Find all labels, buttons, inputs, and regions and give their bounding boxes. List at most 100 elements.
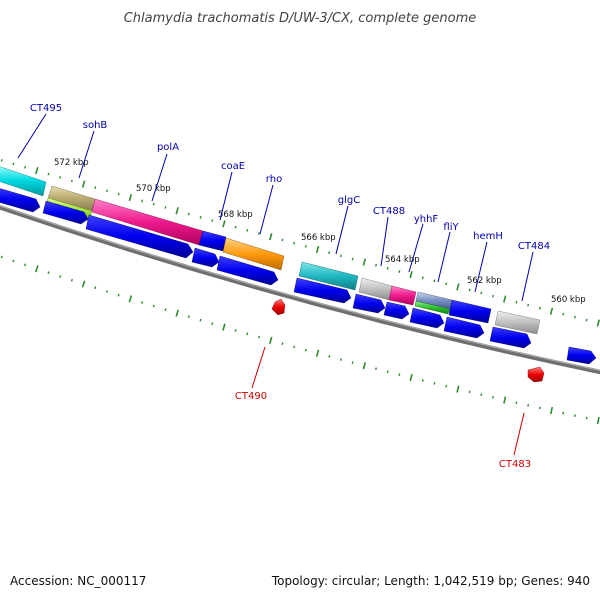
outer-scale-tick [293,345,296,349]
cds-arrow-1[interactable] [0,187,41,213]
gene-label-rho[interactable]: rho [266,174,282,185]
outer-scale-tick [117,293,120,297]
outer-scale-tick [492,396,494,399]
gene-label-glgc[interactable]: glgC [338,195,360,206]
scale-label-564-kbp: 564 kbp [385,255,420,265]
outer-scale-tick [164,308,167,312]
outer-scale-tick [269,336,273,345]
gene-pola-tail[interactable] [198,230,227,252]
gene-label-ct483[interactable]: CT483 [499,459,531,470]
inner-scale-tick [0,159,3,162]
outer-scale-tick [12,259,15,263]
inner-scale-tick [70,179,73,183]
scale-ticks-inner [0,159,600,327]
gene-label-ct484[interactable]: CT484 [518,241,550,252]
inner-scale-tick [409,270,413,279]
scale-label-566-kbp: 566 kbp [301,233,336,243]
outer-scale-tick [339,358,342,361]
inner-scale-tick [527,303,530,307]
inner-scale-tick [445,282,448,286]
inner-scale-tick [351,257,354,261]
inner-scale-tick [117,192,120,196]
gene-label-yhhf[interactable]: yhhF [414,214,439,225]
inner-scale-tick [211,219,214,222]
outer-scale-tick [24,263,27,267]
cds-arrow-12[interactable] [566,346,597,365]
scale-label-570-kbp: 570 kbp [136,184,171,194]
gene-coae-rho[interactable] [222,237,285,271]
gene-fliy[interactable] [414,300,451,315]
inner-scale-tick [596,319,600,327]
outer-scale-tick [141,301,144,304]
inner-scale-tick [24,165,27,169]
scale-label-560-kbp: 560 kbp [551,295,586,305]
inner-scale-tick [222,220,226,228]
outer-scale-tick [480,393,483,396]
inner-scale-tick [398,270,401,273]
map-title: Chlamydia trachomatis D/UW-3/CX, complet… [124,11,477,26]
outer-scale-tick [351,361,354,364]
gene-ct495[interactable] [0,165,47,197]
outer-scale-tick [281,342,284,346]
gene-ct484[interactable] [494,310,541,335]
inner-scale-tick [339,254,342,258]
outer-scale-tick [328,355,331,358]
gene-label-leaders [17,113,534,302]
cds-arrow-5[interactable] [216,255,279,286]
cds-arrow-4[interactable] [191,247,220,268]
inner-scale-tick [433,279,436,283]
inner-scale-tick [152,202,155,206]
inner-scale-tick [421,276,424,280]
outer-scale-tick [550,406,554,415]
gene-glgc[interactable] [298,261,359,291]
cds-arrow-9[interactable] [409,307,445,329]
inner-scale-tick [315,245,320,254]
cds-arrow-8[interactable] [383,301,410,320]
scale-label-572-kbp: 572 kbp [54,158,89,168]
gene-ct483[interactable] [527,366,545,383]
inner-scale-tick [293,241,296,245]
inner-scale-tick [328,251,331,255]
outer-scale-tick [409,374,413,382]
gene-label-pola[interactable]: polA [157,142,179,153]
scale-label-568-kbp: 568 kbp [218,210,253,220]
cds-arrow-6[interactable] [293,277,352,304]
inner-scale-tick [538,306,541,310]
inner-scale-tick [573,315,576,319]
outer-scale-tick [375,367,377,371]
inner-scale-tick [12,162,15,166]
inner-scale-tick [269,233,273,241]
cds-arrow-10[interactable] [443,316,485,339]
inner-scale-tick [386,267,389,270]
inner-scale-tick [456,283,460,291]
outer-scale-tick [538,406,541,410]
outer-scale-tick [47,271,50,275]
outer-scale-tick [70,278,73,282]
gene-ct490[interactable] [271,298,286,316]
gene-hemh[interactable] [448,299,492,324]
inner-scale-tick [141,199,144,203]
outer-scale-tick [59,275,62,278]
outer-scale-tick [34,265,39,273]
gene-label-sohb[interactable]: sohB [83,120,108,131]
cds-arrow-11[interactable] [489,326,532,349]
gene-label-coae[interactable]: coaE [221,161,245,172]
gene-label-ct490[interactable]: CT490 [235,391,267,402]
inner-scale-tick [549,307,554,315]
gene-label-ct495[interactable]: CT495 [30,103,62,114]
outer-scale-tick [258,335,261,339]
gene-label-hemh[interactable]: hemH [473,231,503,242]
inner-scale-tick [164,206,167,209]
gene-label-fliy[interactable]: fliY [443,222,459,233]
gene-ct488-b[interactable] [388,285,417,306]
outer-scale-tick [234,329,237,332]
cds-arrow-3[interactable] [85,214,194,259]
outer-scale-tick [0,255,3,259]
gene-label-ct488[interactable]: CT488 [373,206,405,217]
outer-scale-tick [362,362,366,370]
outer-scale-tick [152,304,155,308]
outer-scale-tick [199,318,202,322]
cds-arrow-2[interactable] [42,200,89,225]
cds-arrow-7[interactable] [352,293,386,314]
